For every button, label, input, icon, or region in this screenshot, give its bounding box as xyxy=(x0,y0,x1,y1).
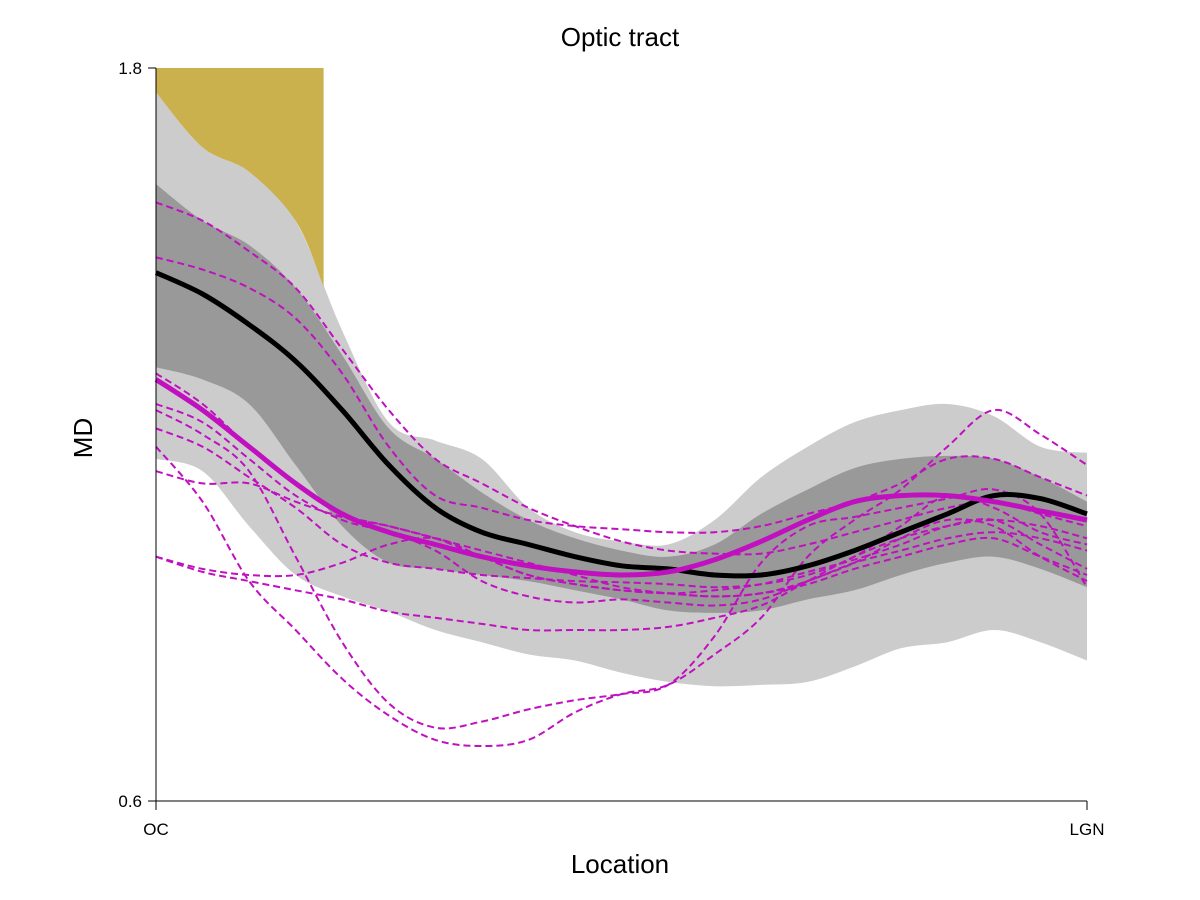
flagged-region xyxy=(156,68,324,287)
chart-title: Optic tract xyxy=(561,22,680,52)
series-line-individual-6 xyxy=(155,409,1088,747)
series-line-individual-9 xyxy=(155,470,1088,598)
y-tick-label-top: 1.8 xyxy=(118,59,142,78)
plot-area xyxy=(154,68,1088,747)
x-tick-label-left: OC xyxy=(143,820,169,839)
series-line-population-mean-0 xyxy=(154,270,1088,579)
series-line-individual-7 xyxy=(155,409,1088,730)
series-line-individual-8 xyxy=(155,403,1088,607)
series-line-individual-5 xyxy=(155,519,1088,632)
x-axis-label: Location xyxy=(571,849,669,879)
series-line-individual-3 xyxy=(155,256,1088,534)
series-line-individual-2 xyxy=(155,201,1088,556)
y-tick-label-bottom: 0.6 xyxy=(118,792,142,811)
band-inner xyxy=(156,184,1087,613)
x-tick-label-right: LGN xyxy=(1070,820,1105,839)
y-axis-label: MD xyxy=(68,418,98,458)
series-line-patient-mean-1 xyxy=(154,377,1088,578)
series-line-individual-11 xyxy=(155,518,1088,595)
